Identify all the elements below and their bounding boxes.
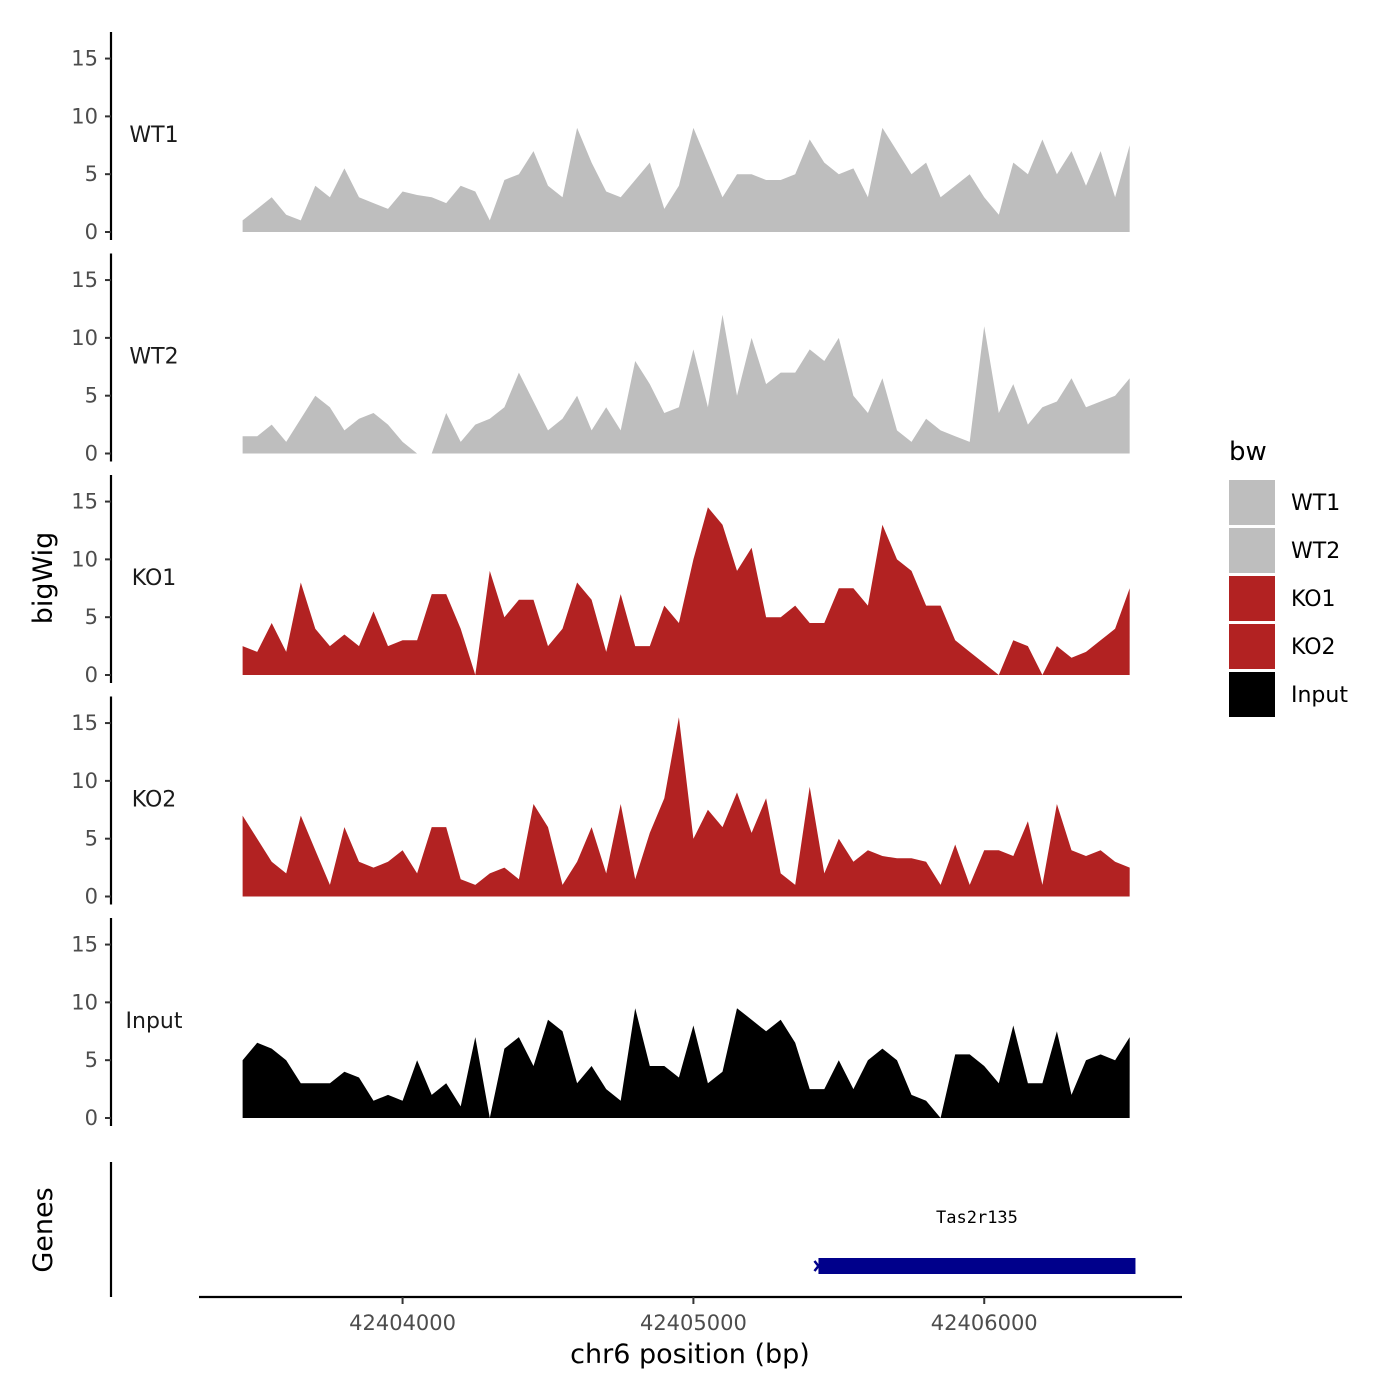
legend-swatch-input: [1229, 672, 1275, 717]
legend-swatch-ko1: [1229, 576, 1275, 621]
legend: bw WT1 WT2 KO1 KO2 Input: [1229, 437, 1348, 717]
y-tick-label: 15: [71, 711, 98, 735]
gene-track-label: Genes: [28, 1187, 59, 1272]
track-label: KO1: [132, 566, 177, 591]
track-panel-ko1: 0 5 10 15 KO1: [71, 475, 1130, 687]
x-tick-label: 42404000: [349, 1311, 456, 1335]
legend-swatch-wt2: [1229, 528, 1275, 573]
y-tick-label: 5: [85, 384, 98, 408]
area-wt1: [242, 127, 1130, 232]
y-tick-label: 15: [71, 490, 98, 514]
y-tick-label: 15: [71, 933, 98, 957]
gene-strand-marker: [813, 1260, 824, 1272]
y-axis-title: bigWig: [28, 532, 59, 625]
track-panel-wt2: 0 5 10 15 WT2: [71, 253, 1130, 466]
track-panel-ko2: 0 5 10 15 KO2: [71, 696, 1130, 909]
legend-swatch-ko2: [1229, 624, 1275, 669]
legend-title: bw: [1229, 437, 1267, 467]
y-tick-label: 10: [71, 104, 98, 128]
legend-label-ko2: KO2: [1291, 635, 1336, 660]
y-tick-label: 0: [85, 663, 98, 687]
track-panel-wt1: 0 5 10 15 WT1: [71, 32, 1130, 244]
y-tick-label: 10: [71, 769, 98, 793]
track-label: WT1: [129, 123, 178, 148]
y-tick-label: 5: [85, 827, 98, 851]
x-axis-title: chr6 position (bp): [570, 1339, 810, 1370]
legend-label-input: Input: [1291, 683, 1348, 708]
y-tick-label: 10: [71, 547, 98, 571]
y-tick-label: 5: [85, 162, 98, 186]
track-label: Input: [126, 1009, 183, 1034]
legend-label-wt1: WT1: [1291, 491, 1340, 516]
area-input: [242, 1008, 1130, 1118]
legend-swatch-wt1: [1229, 480, 1275, 525]
legend-label-wt2: WT2: [1291, 539, 1340, 564]
y-tick-label: 0: [85, 442, 98, 466]
y-tick-label: 0: [85, 1106, 98, 1130]
gene-track: Genes Tas2r135: [28, 1162, 1136, 1297]
area-ko2: [242, 717, 1130, 897]
y-tick-label: 5: [85, 605, 98, 629]
track-panels: 0 5 10 15 WT1 0 5 10 15 WT2 0 5 10 15 KO1 0 5 10 15 KO2 0 5 10…: [71, 32, 1130, 1130]
x-axis: 42404000 42405000 42406000: [199, 1295, 1182, 1335]
gene-label: Tas2r135: [936, 1208, 1018, 1228]
y-tick-label: 0: [85, 220, 98, 244]
track-panel-input: 0 5 10 15 Input: [71, 918, 1130, 1130]
y-tick-label: 10: [71, 326, 98, 350]
track-label: KO2: [132, 788, 177, 813]
gene-body: [818, 1258, 1136, 1274]
x-tick-label: 42405000: [640, 1311, 747, 1335]
y-tick-label: 0: [85, 885, 98, 909]
track-label: WT2: [129, 345, 178, 370]
y-tick-label: 10: [71, 990, 98, 1014]
area-wt2: [242, 314, 1130, 454]
y-tick-label: 5: [85, 1048, 98, 1072]
y-tick-label: 15: [71, 268, 98, 292]
y-tick-label: 15: [71, 47, 98, 71]
x-tick-label: 42406000: [931, 1311, 1038, 1335]
legend-label-ko1: KO1: [1291, 587, 1336, 612]
area-ko1: [242, 507, 1130, 675]
